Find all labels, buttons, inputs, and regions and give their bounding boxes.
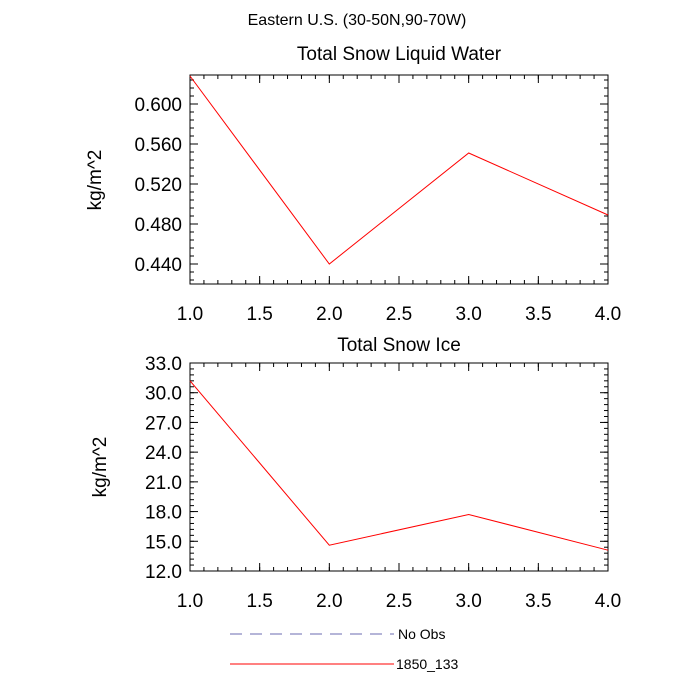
x-tick-label: 1.5 [246,591,272,612]
y-tick-label: 27.0 [145,413,182,434]
y-axis-label: kg/m^2 [90,437,111,498]
series-line-1850-133 [189,75,609,265]
x-tick-label: 1.0 [177,591,203,612]
y-tick-label: 0.480 [134,215,182,236]
plot-frame [189,362,609,572]
tick-marks [189,75,609,284]
y-tick-label: 0.440 [134,255,182,276]
legend: No Obs 1850_133 [230,626,459,672]
x-tick-label: 3.0 [455,304,481,325]
series-group [189,75,609,265]
y-tick-label: 21.0 [145,473,182,494]
y-tick-label: 0.560 [134,135,182,156]
panel-snow-ice: Total Snow Ice 1.0 1.5 2.0 2.5 3.0 3.5 4.0 12.… [90,335,621,612]
x-tick-label: 3.5 [525,304,551,325]
x-tick-label: 3.5 [525,591,551,612]
panel-title: Total Snow Liquid Water [297,44,502,65]
x-tick-label: 1.0 [177,304,203,325]
panel-snow-liquid-water: Total Snow Liquid Water 1.0 1.5 2.0 2.5 3.0 3… [85,44,621,325]
legend-label-no-obs: No Obs [398,626,445,642]
series-line-1850-133 [189,380,609,551]
y-tick-label: 18.0 [145,503,182,524]
y-tick-label: 33.0 [145,354,182,375]
plot-frame [189,74,609,285]
y-tick-label: 15.0 [145,532,182,553]
x-tick-labels: 1.0 1.5 2.0 2.5 3.0 3.5 4.0 [177,591,621,612]
x-tick-label: 1.5 [246,304,272,325]
y-tick-labels: 0.440 0.480 0.520 0.560 0.600 [134,95,182,276]
x-tick-label: 4.0 [595,304,621,325]
x-tick-label: 2.0 [316,591,342,612]
y-tick-label: 24.0 [145,443,182,464]
y-tick-label: 0.520 [134,175,182,196]
legend-entry-1850-133: 1850_133 [230,656,459,672]
y-tick-label: 30.0 [145,384,182,405]
tick-marks [189,362,609,572]
y-tick-label: 12.0 [145,562,182,583]
x-tick-label: 4.0 [595,591,621,612]
x-tick-label: 2.0 [316,304,342,325]
y-tick-labels: 12.0 15.0 18.0 21.0 24.0 27.0 30.0 33.0 [145,354,182,583]
x-tick-label: 3.0 [455,591,481,612]
x-tick-label: 2.5 [386,304,412,325]
y-tick-label: 0.600 [134,95,182,116]
y-axis-label: kg/m^2 [85,150,106,211]
series-group [189,380,609,551]
panel-title: Total Snow Ice [337,335,461,356]
x-tick-labels: 1.0 1.5 2.0 2.5 3.0 3.5 4.0 [177,304,621,325]
x-tick-label: 2.5 [386,591,412,612]
figure-title: Eastern U.S. (30-50N,90-70W) [248,12,467,29]
legend-label-1850-133: 1850_133 [396,656,459,672]
legend-entry-no-obs: No Obs [230,626,445,642]
